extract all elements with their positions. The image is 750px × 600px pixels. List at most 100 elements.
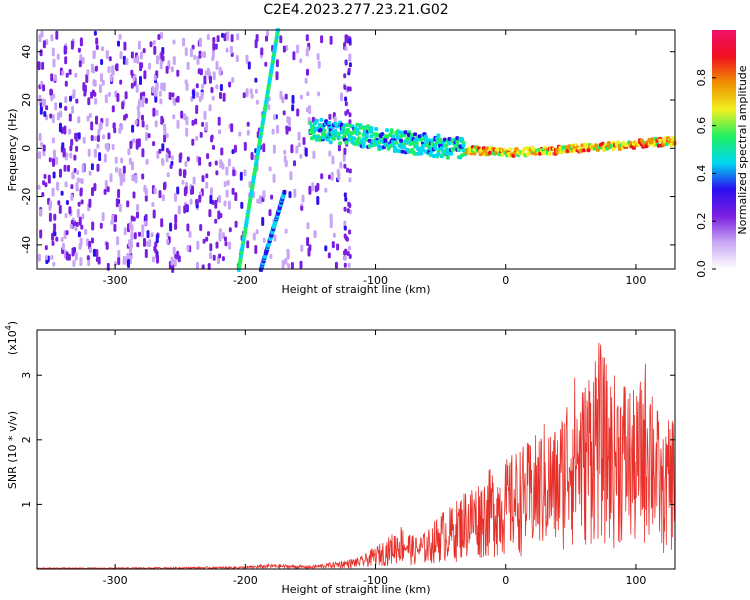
- spectrogram-cell: [333, 116, 337, 124]
- spectrogram-cell: [192, 89, 196, 99]
- spectrogram-cell: [320, 35, 324, 44]
- spectrogram-cell: [129, 221, 133, 231]
- spectrogram-cell: [339, 161, 343, 169]
- spectrogram-cell: [111, 105, 115, 113]
- spectrogram-cell: [336, 243, 340, 251]
- spectrogram-cell: [328, 150, 332, 157]
- spectrogram-cell: [155, 109, 159, 116]
- spectrogram-cell: [148, 239, 152, 248]
- spectrogram-cell: [218, 228, 222, 234]
- spectrogram-cell: [293, 160, 296, 167]
- spectrogram-cell: [195, 198, 199, 205]
- spectrogram-cell: [92, 67, 95, 74]
- spectrogram-cell: [143, 184, 147, 193]
- spectrogram-cell: [50, 34, 54, 42]
- spectrogram-cell: [217, 210, 221, 220]
- spectrogram-cell: [400, 149, 405, 154]
- spectrogram-cell: [185, 82, 189, 91]
- spectrogram-cell: [173, 258, 177, 267]
- spectrogram-cell: [87, 97, 91, 106]
- spectrogram-cell: [152, 40, 156, 46]
- spectrogram-cell: [212, 42, 216, 51]
- spectrogram-cell: [51, 47, 55, 57]
- spectrogram-cell: [90, 91, 94, 99]
- spectrogram-cell: [94, 97, 98, 105]
- spectrogram-cell: [177, 205, 181, 215]
- spectrogram-cell: [348, 203, 352, 208]
- spectrogram-cell: [166, 232, 170, 238]
- spectrogram-cell: [88, 170, 92, 176]
- spectrogram-cell: [122, 255, 126, 265]
- spectrogram-cell: [259, 195, 262, 205]
- spectrogram-cell: [266, 30, 269, 37]
- spectrogram-cell: [289, 171, 293, 181]
- spectrogram-cell: [95, 44, 99, 50]
- y-tick-label: -20: [20, 188, 33, 206]
- spectrogram-cell: [189, 198, 193, 205]
- spectrogram-cell: [52, 261, 56, 267]
- spectrogram-cell: [60, 237, 64, 242]
- spectrogram-cell: [161, 55, 165, 62]
- spectrogram-cell: [329, 35, 333, 45]
- spectrogram-cell: [45, 105, 49, 111]
- spectrogram-cell: [81, 57, 85, 64]
- spectrogram-cell: [189, 48, 193, 58]
- spectrogram-cell: [281, 259, 285, 269]
- spectrogram-cell: [293, 188, 297, 198]
- spectrogram-cell: [141, 95, 145, 103]
- snr-multiplier: (x104): [4, 321, 19, 355]
- y-tick-label: 2: [20, 436, 33, 443]
- spectrogram-cell: [141, 224, 145, 234]
- spectrogram-cell: [114, 214, 118, 223]
- spectrogram-cell: [211, 50, 215, 59]
- spectrogram-cell: [109, 173, 113, 183]
- spectrogram-cell: [157, 34, 161, 40]
- spectrogram-cell: [42, 180, 46, 186]
- spectrogram-cell: [606, 141, 611, 145]
- spectrogram-cell: [75, 169, 79, 175]
- spectrogram-cell: [336, 135, 341, 140]
- spectrogram-cell: [581, 148, 586, 153]
- x-tick-label: 0: [502, 574, 509, 587]
- spectrogram-cell: [317, 91, 321, 97]
- spectrogram-cell: [413, 132, 418, 137]
- spectrogram-cell: [169, 164, 173, 169]
- spectrogram-cell: [343, 206, 347, 212]
- spectrogram-cell: [208, 161, 212, 167]
- spectrogram-cell: [115, 198, 119, 208]
- spectrogram-cell: [141, 148, 145, 158]
- spectrogram-cell: [96, 163, 100, 172]
- spectrogram-cell: [44, 245, 48, 251]
- spectrogram-cell: [399, 138, 404, 143]
- spectrogram-x-label: Height of straight line (km): [281, 283, 430, 296]
- spectrogram-cell: [268, 166, 272, 172]
- spectrogram-cell: [304, 77, 308, 84]
- spectrogram-cell: [76, 208, 80, 218]
- spectrogram-cell: [52, 171, 56, 179]
- spectrogram-cell: [306, 91, 310, 97]
- spectrogram-cell: [121, 101, 125, 110]
- spectrogram-cell: [130, 82, 134, 89]
- spectrogram-cell: [218, 66, 222, 76]
- spectrogram-cell: [149, 41, 153, 48]
- spectrogram-cell: [275, 59, 279, 68]
- spectrogram-cell: [336, 131, 341, 136]
- spectrogram-cell: [361, 144, 366, 149]
- x-tick-label: -300: [103, 574, 128, 587]
- spectrogram-cell: [199, 131, 203, 138]
- spectrogram-cell: [70, 40, 74, 50]
- spectrogram-cell: [191, 44, 195, 50]
- spectrogram-cell: [217, 116, 221, 126]
- spectrogram-cell: [39, 208, 42, 217]
- spectrogram-cell: [125, 58, 129, 66]
- spectrogram-cell: [242, 92, 246, 99]
- spectrogram-cell: [176, 186, 180, 195]
- spectrogram-cell: [299, 58, 303, 64]
- spectrogram-cell: [117, 189, 121, 198]
- spectrogram-cell: [230, 34, 234, 43]
- spectrogram-cell: [264, 61, 268, 67]
- spectrogram-cell: [91, 187, 94, 197]
- figure-title: C2E4.2023.277.23.21.G02: [263, 2, 448, 18]
